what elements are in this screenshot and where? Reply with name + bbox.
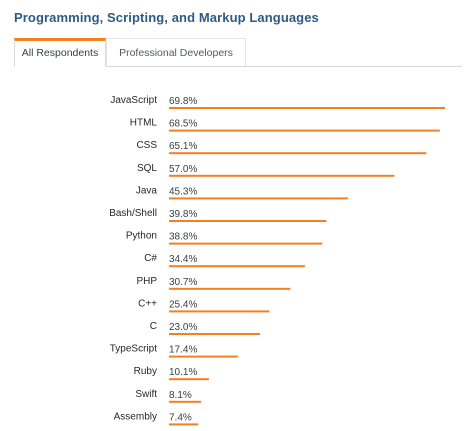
value-label: 25.4% [169,299,197,310]
bar [169,333,260,335]
value-label: 68.5% [169,119,197,130]
value-label: 30.7% [169,277,197,288]
bar [169,197,349,200]
bar [169,107,445,109]
page-title: Programming, Scripting, and Markup Langu… [14,10,319,25]
value-label: 45.3% [169,186,197,197]
category-label: Ruby [134,366,157,377]
value-label: 7.4% [169,412,192,423]
tab-all-respondents[interactable]: All Respondents [14,38,106,67]
value-label: 57.0% [169,164,197,175]
category-label: Bash/Shell [109,208,157,219]
value-label: 34.4% [169,254,197,265]
bar [169,242,323,245]
value-label: 38.8% [169,232,197,243]
bar [169,287,291,290]
bar [169,129,440,132]
bar [169,310,270,313]
bar [169,355,238,358]
category-label: C++ [138,298,157,309]
value-label: 39.8% [169,209,197,220]
category-label: PHP [136,276,157,287]
bar [169,174,395,177]
category-label: JavaScript [110,95,157,106]
bar [169,400,202,403]
bar [169,265,306,268]
tab-professional-developers[interactable]: Professional Developers [106,38,246,66]
respondent-tabs: All Respondents Professional Developers [14,38,462,67]
value-label: 23.0% [169,322,197,333]
category-label: SQL [137,163,157,174]
category-label: CSS [136,140,157,151]
category-label: C# [144,253,157,264]
category-label: C [150,321,157,332]
value-label: 17.4% [169,345,197,356]
bar [169,220,327,222]
bar [169,152,427,155]
value-label: 8.1% [169,390,192,401]
category-label: TypeScript [110,344,157,355]
category-label: HTML [130,118,158,129]
bar [169,378,209,381]
category-label: Python [126,231,157,242]
value-label: 65.1% [169,141,197,152]
languages-bar-chart: JavaScript 69.8% HTML 68.5% CSS 65.1% SQL 57.0%… [109,95,445,426]
category-label: Assembly [114,411,157,422]
value-label: 10.1% [169,367,197,378]
value-label: 69.8% [169,96,197,107]
bar [169,423,199,426]
category-label: Swift [135,389,157,400]
category-label: Java [136,185,158,196]
